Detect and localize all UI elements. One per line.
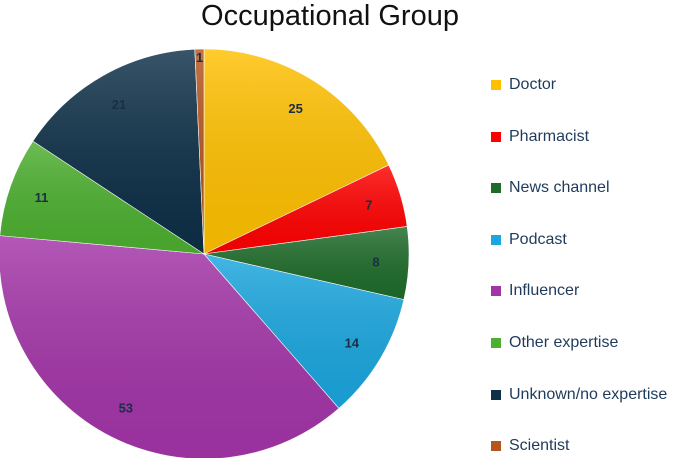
legend-item: Unknown/no expertise (491, 384, 667, 406)
legend-swatch (491, 338, 501, 348)
legend-label: Podcast (509, 230, 567, 248)
data-label: 21 (112, 97, 126, 112)
data-label: 25 (288, 101, 302, 116)
legend-label: Influencer (509, 282, 580, 300)
legend-swatch (491, 80, 501, 90)
legend-swatch (491, 183, 501, 194)
legend-item: Doctor (491, 74, 556, 96)
legend-label: Other expertise (509, 334, 619, 351)
data-label: 7 (365, 198, 372, 213)
legend-item: Podcast (491, 229, 567, 251)
data-label: 1 (196, 50, 203, 65)
legend-item: Other expertise (491, 332, 618, 354)
legend-label: Doctor (509, 76, 557, 93)
legend-item: Pharmacist (491, 126, 589, 148)
data-label: 8 (372, 255, 379, 270)
legend-item: Influencer (491, 280, 579, 302)
legend-item: Scientist (491, 435, 569, 457)
data-label: 53 (119, 400, 133, 415)
legend-label: Scientist (509, 437, 570, 455)
legend-swatch (491, 234, 501, 245)
chart-title: Occupational Group (201, 0, 459, 32)
legend-swatch (491, 441, 501, 452)
data-label: 11 (35, 190, 49, 205)
legend-swatch (491, 286, 501, 297)
legend-swatch (491, 131, 501, 142)
legend-label: News channel (509, 179, 610, 197)
legend-label: Pharmacist (509, 127, 590, 145)
legend-item: News channel (491, 177, 610, 199)
data-label: 14 (345, 335, 360, 350)
legend-swatch (491, 389, 501, 400)
legend-label: Unknown/no expertise (509, 385, 668, 403)
